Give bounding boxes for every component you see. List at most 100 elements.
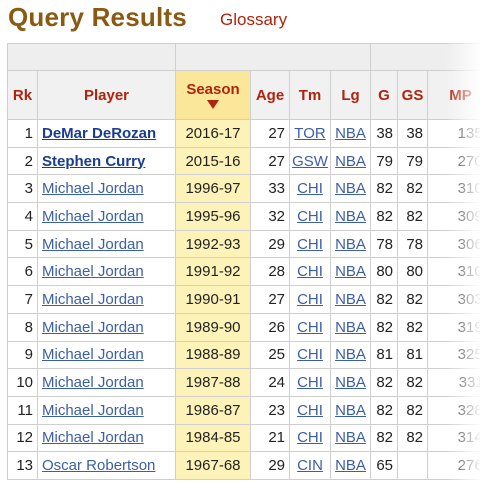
team-link[interactable]: CHI bbox=[297, 263, 323, 280]
rank-cell: 5 bbox=[8, 230, 38, 258]
league-cell: NBA bbox=[331, 313, 371, 341]
games-started-cell: 82 bbox=[398, 175, 428, 203]
rank-cell: 10 bbox=[8, 369, 38, 397]
games-cell: 82 bbox=[371, 313, 398, 341]
player-link[interactable]: Michael Jordan bbox=[42, 180, 144, 197]
col-header-mp[interactable]: MP bbox=[428, 71, 480, 120]
team-link[interactable]: CHI bbox=[297, 402, 323, 419]
games-started-cell: 82 bbox=[398, 203, 428, 231]
player-cell: Michael Jordan bbox=[38, 396, 176, 424]
games-cell: 82 bbox=[371, 286, 398, 314]
player-link[interactable]: Michael Jordan bbox=[42, 319, 144, 336]
season-cell: 1984-85 bbox=[176, 424, 251, 452]
age-cell: 28 bbox=[251, 258, 290, 286]
player-link[interactable]: Michael Jordan bbox=[42, 263, 144, 280]
team-link[interactable]: GSW bbox=[292, 153, 328, 170]
rank-cell: 8 bbox=[8, 313, 38, 341]
age-cell: 25 bbox=[251, 341, 290, 369]
league-cell: NBA bbox=[331, 120, 371, 148]
player-link[interactable]: DeMar DeRozan bbox=[42, 125, 156, 142]
games-started-cell: 81 bbox=[398, 341, 428, 369]
glossary-link[interactable]: Glossary bbox=[220, 10, 287, 30]
season-cell: 1990-91 bbox=[176, 286, 251, 314]
col-header-g[interactable]: G bbox=[371, 71, 398, 120]
col-header-tm[interactable]: Tm bbox=[290, 71, 331, 120]
rank-cell: 2 bbox=[8, 147, 38, 175]
player-cell: DeMar DeRozan bbox=[38, 120, 176, 148]
team-link[interactable]: CHI bbox=[297, 291, 323, 308]
league-link[interactable]: NBA bbox=[335, 402, 366, 419]
player-cell: Michael Jordan bbox=[38, 230, 176, 258]
over-header-cell bbox=[371, 44, 480, 71]
col-header-age[interactable]: Age bbox=[251, 71, 290, 120]
season-cell: 2016-17 bbox=[176, 120, 251, 148]
league-link[interactable]: NBA bbox=[335, 263, 366, 280]
player-cell: Michael Jordan bbox=[38, 286, 176, 314]
player-cell: Stephen Curry bbox=[38, 147, 176, 175]
player-link[interactable]: Michael Jordan bbox=[42, 346, 144, 363]
minutes-cell: 3106 bbox=[428, 175, 480, 203]
league-link[interactable]: NBA bbox=[335, 291, 366, 308]
team-cell: CHI bbox=[290, 341, 331, 369]
col-header-player[interactable]: Player bbox=[38, 71, 176, 120]
league-cell: NBA bbox=[331, 258, 371, 286]
minutes-cell: 2700 bbox=[428, 147, 480, 175]
team-link[interactable]: CHI bbox=[297, 346, 323, 363]
league-link[interactable]: NBA bbox=[335, 125, 366, 142]
games-started-cell bbox=[398, 452, 428, 480]
age-cell: 23 bbox=[251, 396, 290, 424]
team-link[interactable]: CHI bbox=[297, 319, 323, 336]
col-header-gs[interactable]: GS bbox=[398, 71, 428, 120]
player-link[interactable]: Oscar Robertson bbox=[42, 457, 155, 474]
league-link[interactable]: NBA bbox=[335, 429, 366, 446]
col-header-lg[interactable]: Lg bbox=[331, 71, 371, 120]
league-cell: NBA bbox=[331, 175, 371, 203]
player-link[interactable]: Michael Jordan bbox=[42, 291, 144, 308]
league-link[interactable]: NBA bbox=[335, 236, 366, 253]
games-started-cell: 79 bbox=[398, 147, 428, 175]
league-link[interactable]: NBA bbox=[335, 346, 366, 363]
player-link[interactable]: Michael Jordan bbox=[42, 402, 144, 419]
over-header-cell bbox=[8, 44, 176, 71]
league-link[interactable]: NBA bbox=[335, 319, 366, 336]
league-link[interactable]: NBA bbox=[335, 374, 366, 391]
games-started-cell: 82 bbox=[398, 424, 428, 452]
age-cell: 32 bbox=[251, 203, 290, 231]
team-cell: CHI bbox=[290, 203, 331, 231]
team-link[interactable]: CIN bbox=[297, 457, 323, 474]
team-link[interactable]: TOR bbox=[294, 125, 325, 142]
team-cell: CHI bbox=[290, 396, 331, 424]
player-link[interactable]: Michael Jordan bbox=[42, 374, 144, 391]
column-header-row: Rk Player Season Age Tm Lg G GS MP bbox=[8, 71, 480, 120]
games-cell: 65 bbox=[371, 452, 398, 480]
minutes-cell: 3281 bbox=[428, 396, 480, 424]
page-header: Query Results Glossary bbox=[8, 0, 480, 40]
player-link[interactable]: Michael Jordan bbox=[42, 236, 144, 253]
player-link[interactable]: Stephen Curry bbox=[42, 153, 145, 170]
league-link[interactable]: NBA bbox=[335, 180, 366, 197]
league-link[interactable]: NBA bbox=[335, 208, 366, 225]
col-header-rk[interactable]: Rk bbox=[8, 71, 38, 120]
age-cell: 27 bbox=[251, 286, 290, 314]
team-cell: CHI bbox=[290, 230, 331, 258]
team-link[interactable]: CHI bbox=[297, 429, 323, 446]
player-link[interactable]: Michael Jordan bbox=[42, 208, 144, 225]
team-link[interactable]: CHI bbox=[297, 180, 323, 197]
minutes-cell: 3102 bbox=[428, 258, 480, 286]
minutes-cell: 3197 bbox=[428, 313, 480, 341]
team-link[interactable]: CHI bbox=[297, 374, 323, 391]
games-started-cell: 82 bbox=[398, 286, 428, 314]
col-header-season[interactable]: Season bbox=[176, 71, 251, 120]
team-link[interactable]: CHI bbox=[297, 236, 323, 253]
player-link[interactable]: Michael Jordan bbox=[42, 429, 144, 446]
league-link[interactable]: NBA bbox=[335, 457, 366, 474]
league-link[interactable]: NBA bbox=[335, 153, 366, 170]
team-link[interactable]: CHI bbox=[297, 208, 323, 225]
age-cell: 33 bbox=[251, 175, 290, 203]
